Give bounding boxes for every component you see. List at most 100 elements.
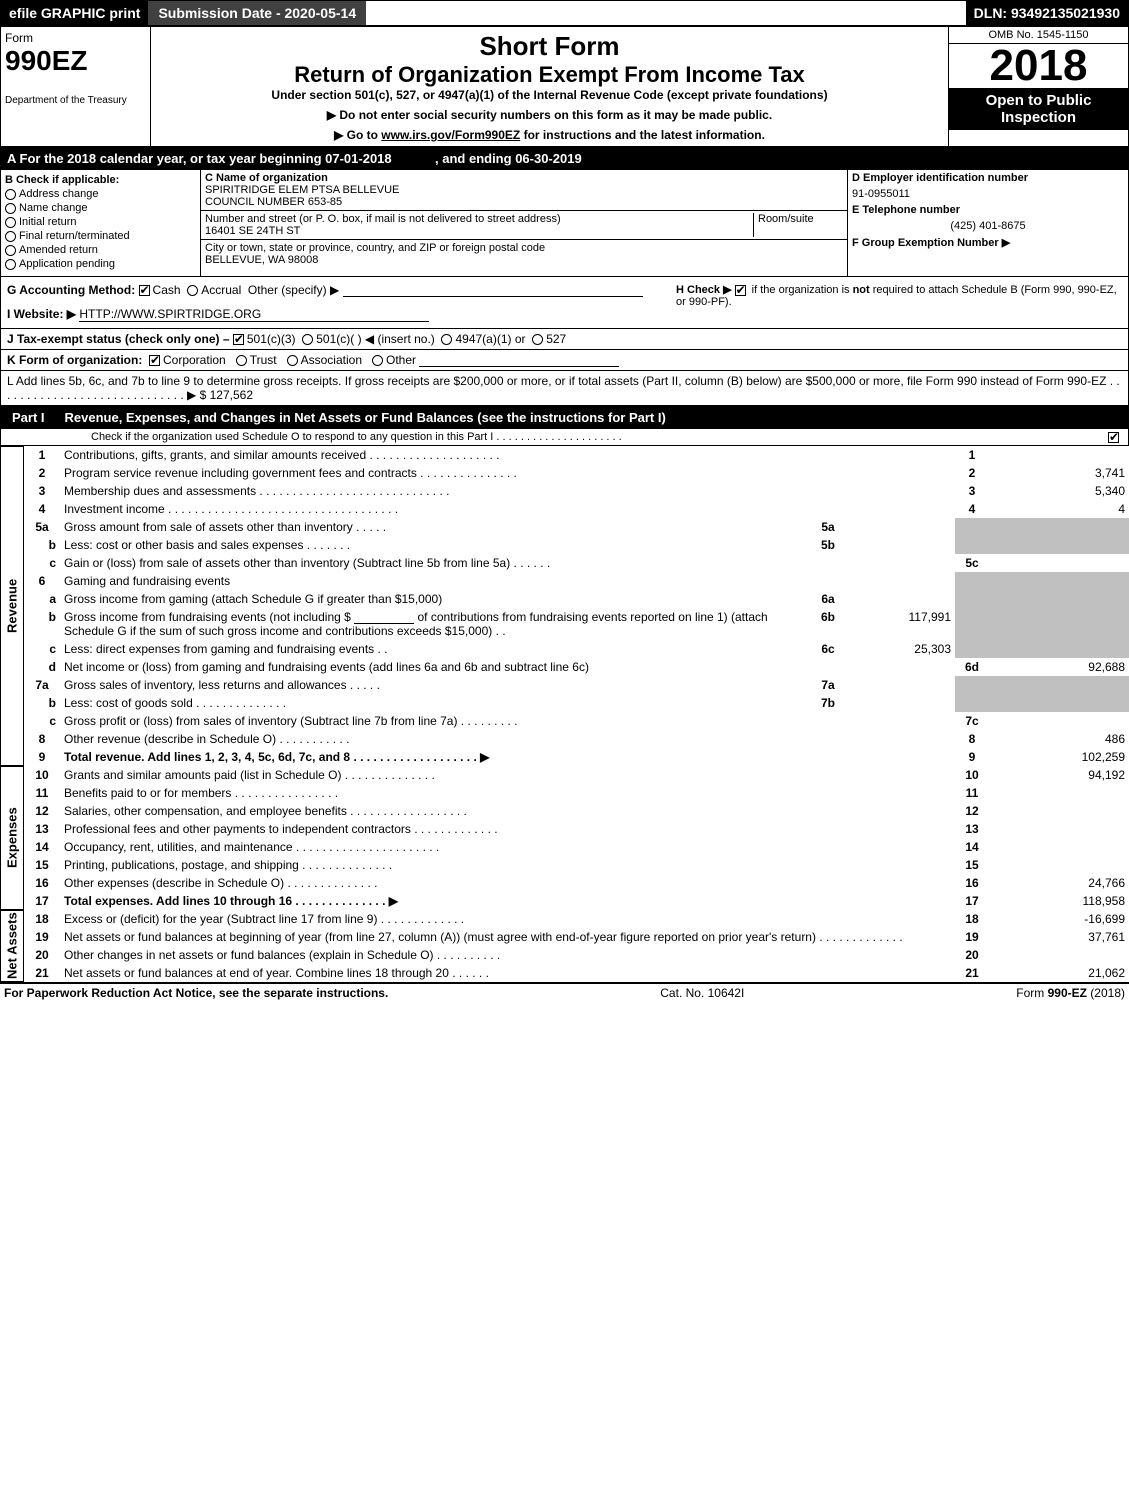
l1-desc: Contributions, gifts, grants, and simila… xyxy=(60,446,955,464)
g-cash-checkbox[interactable] xyxy=(139,285,150,296)
g-accrual-radio[interactable] xyxy=(187,285,198,296)
l12-desc: Salaries, other compensation, and employ… xyxy=(60,802,955,820)
footer-mid: Cat. No. 10642I xyxy=(388,986,1016,1000)
b-opt-amended[interactable] xyxy=(5,245,16,256)
header-right-block: OMB No. 1545-1150 2018 Open to Public In… xyxy=(948,27,1128,146)
l7b-desc: Less: cost of goods sold . . . . . . . .… xyxy=(60,694,811,712)
schedule-o-checkbox[interactable] xyxy=(1108,432,1119,443)
l7b-sn: 7b xyxy=(811,694,845,712)
l6a-sn: 6a xyxy=(811,590,845,608)
l6-desc: Gaming and fundraising events xyxy=(60,572,955,590)
b-opt-namechange[interactable] xyxy=(5,203,16,214)
c-label: C Name of organization xyxy=(205,172,843,184)
ein-value: 91-0955011 xyxy=(852,188,1124,200)
l8-rn: 8 xyxy=(955,730,989,748)
l19-rn: 19 xyxy=(955,928,989,946)
short-form-title: Short Form xyxy=(155,31,944,62)
footer-form: 990-EZ xyxy=(1048,986,1087,1000)
j-501c3[interactable] xyxy=(233,334,244,345)
g-other-field[interactable] xyxy=(343,283,643,297)
l14-rn: 14 xyxy=(955,838,989,856)
l1-rn: 1 xyxy=(955,446,989,464)
l-row: L Add lines 5b, 6c, and 7b to line 9 to … xyxy=(0,371,1129,406)
k-other-field[interactable] xyxy=(419,353,619,367)
l13-rv xyxy=(989,820,1129,838)
l20-desc: Other changes in net assets or fund bala… xyxy=(60,946,955,964)
l12-rn: 12 xyxy=(955,802,989,820)
b-opt-initial[interactable] xyxy=(5,217,16,228)
city-label: City or town, state or province, country… xyxy=(205,242,843,254)
j-opt2: 501(c)( ) ◀ (insert no.) xyxy=(316,332,435,346)
l13-rn: 13 xyxy=(955,820,989,838)
l4-no: 4 xyxy=(24,500,60,518)
l6c-desc: Less: direct expenses from gaming and fu… xyxy=(60,640,811,658)
form-number: 990EZ xyxy=(5,45,146,77)
l5a-shade2 xyxy=(989,518,1129,536)
l-text: L Add lines 5b, 6c, and 7b to line 9 to … xyxy=(7,374,1120,402)
l7a-no: 7a xyxy=(24,676,60,694)
b-column: B Check if applicable: Address change Na… xyxy=(1,170,201,276)
l13-no: 13 xyxy=(24,820,60,838)
b-opt-addresschange[interactable] xyxy=(5,189,16,200)
l5b-shade1 xyxy=(955,536,989,554)
l11-no: 11 xyxy=(24,784,60,802)
b-opt-3: Final return/terminated xyxy=(19,230,130,242)
k-trust[interactable] xyxy=(236,355,247,366)
form-title-block: Short Form Return of Organization Exempt… xyxy=(151,27,948,146)
k-corp-label: Corporation xyxy=(163,353,226,367)
j-527-radio[interactable] xyxy=(532,334,543,345)
l5c-desc: Gain or (loss) from sale of assets other… xyxy=(60,554,955,572)
irs-link[interactable]: www.irs.gov/Form990EZ xyxy=(381,128,520,142)
tax-year: 2018 xyxy=(949,44,1128,88)
b-opt-pending[interactable] xyxy=(5,259,16,270)
k-assoc[interactable] xyxy=(287,355,298,366)
goto-suffix: for instructions and the latest informat… xyxy=(524,128,765,142)
l6a-sv xyxy=(845,590,955,608)
j-501c-radio[interactable] xyxy=(302,334,313,345)
l21-rv: 21,062 xyxy=(989,964,1129,982)
website-value: HTTP://WWW.SPIRTRIDGE.ORG xyxy=(79,307,429,322)
k-other[interactable] xyxy=(372,355,383,366)
k-row: K Form of organization: Corporation Trus… xyxy=(0,350,1129,371)
g-block: G Accounting Method: Cash Accrual Other … xyxy=(7,283,676,322)
b-opt-final[interactable] xyxy=(5,231,16,242)
l19-rv: 37,761 xyxy=(989,928,1129,946)
check-o-line: Check if the organization used Schedule … xyxy=(0,429,1129,446)
l7c-rn: 7c xyxy=(955,712,989,730)
a-mid: , and ending xyxy=(435,151,515,166)
b-opt-5: Application pending xyxy=(19,258,115,270)
form-id-block: Form 990EZ Department of the Treasury xyxy=(1,27,151,146)
h-checkbox[interactable] xyxy=(735,285,746,296)
expenses-section: Expenses 10 Grants and similar amounts p… xyxy=(0,766,1129,910)
l9-rv: 102,259 xyxy=(989,748,1129,766)
k-corp[interactable] xyxy=(149,355,160,366)
h-text1: H Check ▶ xyxy=(676,284,732,296)
k-trust-label: Trust xyxy=(250,353,277,367)
l6d-no: d xyxy=(24,658,60,676)
goto-line: ▶ Go to www.irs.gov/Form990EZ for instru… xyxy=(155,128,944,142)
j-4947-radio[interactable] xyxy=(441,334,452,345)
l15-no: 15 xyxy=(24,856,60,874)
g-cash: Cash xyxy=(153,283,181,297)
l11-rv xyxy=(989,784,1129,802)
l6c-sv: 25,303 xyxy=(845,640,955,658)
form-word: Form xyxy=(5,31,146,45)
l6b-blank[interactable] xyxy=(354,610,414,624)
l21-desc: Net assets or fund balances at end of ye… xyxy=(60,964,955,982)
l19-no: 19 xyxy=(24,928,60,946)
l18-no: 18 xyxy=(24,910,60,928)
l7a-desc: Gross sales of inventory, less returns a… xyxy=(60,676,811,694)
l1-rv xyxy=(989,446,1129,464)
l6b-sv: 117,991 xyxy=(845,608,955,640)
l10-no: 10 xyxy=(24,766,60,784)
l5b-desc: Less: cost or other basis and sales expe… xyxy=(60,536,811,554)
l10-rv: 94,192 xyxy=(989,766,1129,784)
h-block: H Check ▶ if the organization is not req… xyxy=(676,283,1122,322)
check-o-text: Check if the organization used Schedule … xyxy=(91,431,622,443)
l14-rv xyxy=(989,838,1129,856)
l6a-shade1 xyxy=(955,590,989,608)
part1-tab: Part I xyxy=(0,406,57,429)
city-value: BELLEVUE, WA 98008 xyxy=(205,254,843,266)
i-label: I Website: ▶ xyxy=(7,307,76,321)
l6b-sn: 6b xyxy=(811,608,845,640)
